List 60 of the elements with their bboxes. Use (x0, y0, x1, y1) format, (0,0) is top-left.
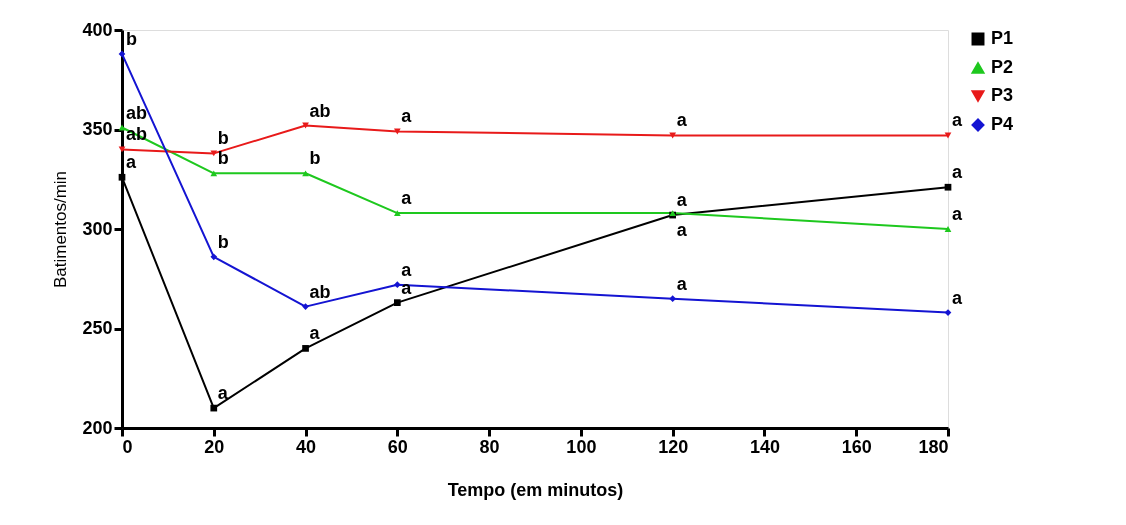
legend-label: P4 (991, 114, 1014, 134)
annotation: b (309, 148, 321, 169)
point (118, 50, 126, 58)
y-tick-label: 350 (82, 119, 113, 139)
annotation: a (401, 106, 413, 127)
annotation: a (676, 110, 688, 131)
x-tick-label: 40 (296, 436, 317, 457)
annotation: a (952, 204, 963, 224)
annotation: b (217, 231, 229, 252)
annotation: a (401, 188, 413, 209)
y-tick-label: 250 (82, 318, 113, 338)
point (118, 146, 126, 153)
annotation: a (952, 110, 963, 131)
annotation: ab (309, 281, 331, 302)
annotation: a (217, 383, 229, 404)
annotation: a (952, 287, 963, 308)
x-tick-label: 0 (122, 436, 133, 457)
point (944, 183, 952, 191)
point (302, 303, 309, 310)
annotation: a (676, 190, 688, 211)
x-tick-label: 120 (658, 436, 689, 457)
point (393, 281, 401, 289)
x-tick-label: 80 (479, 436, 500, 457)
point (210, 170, 218, 177)
annotation: a (401, 259, 413, 280)
y-tick-label: 400 (82, 19, 113, 40)
annotation: a (676, 273, 688, 294)
y-axis-title: Batimentos/min (51, 170, 71, 289)
annotation: b (217, 148, 229, 169)
y-tick-label: 200 (82, 417, 113, 438)
point (669, 295, 677, 302)
x-tick-label: 20 (204, 436, 225, 457)
annotation: a (126, 152, 137, 173)
x-tick-label: 180 (918, 436, 949, 457)
point (302, 345, 309, 352)
y-tick-label: 300 (82, 218, 113, 239)
annotation: b (217, 128, 229, 149)
legend-label: P3 (991, 85, 1014, 105)
point (210, 404, 218, 412)
point (210, 253, 218, 261)
x-tick-label: 140 (749, 436, 780, 457)
annotation: a (676, 220, 688, 241)
point (118, 173, 126, 181)
point (393, 299, 401, 306)
x-axis-title: Tempo (em minutos) (447, 479, 624, 500)
legend-label: P2 (991, 57, 1014, 77)
legend-label: P1 (991, 28, 1014, 48)
x-tick-label: 160 (841, 436, 872, 457)
annotation: a (309, 323, 321, 344)
point (393, 210, 401, 216)
point (944, 226, 952, 232)
annotation: a (952, 162, 963, 183)
point (302, 170, 309, 177)
annotation: b (126, 28, 137, 49)
x-tick-label: 100 (566, 436, 597, 457)
point (210, 150, 218, 157)
annotation: ab (309, 100, 331, 121)
x-tick-label: 60 (387, 436, 408, 457)
annotation: ab (126, 102, 148, 123)
point (118, 124, 126, 131)
